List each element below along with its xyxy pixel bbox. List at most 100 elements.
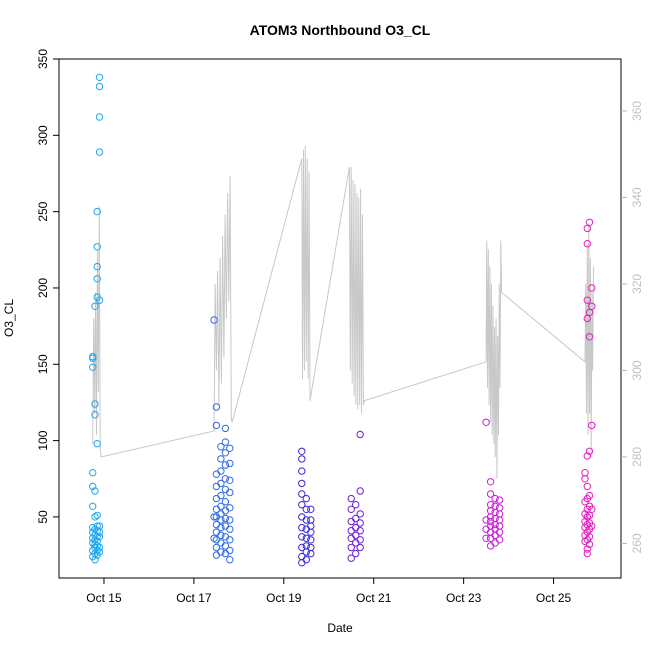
data-point	[298, 513, 306, 521]
data-point	[212, 421, 221, 430]
data-point	[221, 424, 230, 433]
data-point	[226, 516, 234, 524]
data-point	[95, 148, 104, 156]
data-point	[302, 494, 310, 503]
data-point	[583, 482, 591, 491]
data-point	[356, 430, 364, 439]
data-point	[212, 543, 221, 552]
data-point	[226, 525, 234, 533]
data-point	[347, 505, 355, 513]
data-point	[581, 475, 589, 483]
data-point	[221, 461, 230, 469]
y2-tick-label: 360	[630, 101, 644, 121]
data-point	[217, 548, 225, 556]
data-point	[307, 549, 315, 558]
data-point	[89, 469, 97, 477]
data-point	[583, 545, 591, 553]
data-point	[482, 418, 490, 426]
data-point	[221, 498, 230, 506]
data-point	[352, 531, 360, 539]
data-point	[302, 556, 310, 564]
data-point	[217, 502, 225, 510]
data-point	[302, 505, 310, 513]
data-point	[91, 400, 99, 408]
data-point	[352, 501, 360, 509]
data-point	[298, 447, 306, 455]
data-point	[581, 469, 589, 477]
data-point	[585, 533, 594, 541]
data-point	[352, 549, 360, 558]
data-point	[89, 502, 97, 510]
data-point	[356, 519, 364, 527]
axes-layer: Oct 15 Oct 17 Oct 19 Oct 21 Oct 23 Oct 25 50 10…	[36, 49, 644, 605]
data-point	[93, 207, 101, 216]
data-point	[298, 543, 306, 552]
data-point	[95, 82, 104, 91]
data-point	[347, 543, 355, 552]
data-point	[217, 455, 225, 463]
y-tick-label: 350	[36, 49, 50, 69]
data-point	[352, 514, 360, 523]
data-point	[226, 476, 234, 484]
data-point	[95, 548, 104, 556]
data-point	[95, 73, 104, 82]
data-point	[226, 444, 234, 452]
data-point	[583, 549, 591, 558]
data-point	[298, 479, 306, 488]
data-point	[93, 542, 101, 550]
data-point	[585, 308, 594, 317]
data-point	[93, 275, 101, 283]
data-point	[356, 543, 364, 552]
data-point	[588, 284, 596, 292]
data-point	[95, 533, 104, 541]
data-point	[583, 520, 591, 529]
data-point	[212, 494, 221, 503]
data-point	[226, 504, 234, 512]
x-tick-label: Oct 23	[446, 591, 482, 605]
y-axis-label: O3_CL	[2, 299, 16, 337]
data-point	[307, 505, 315, 513]
data-point	[583, 224, 591, 233]
y-tick-label: 100	[36, 430, 50, 450]
data-point	[486, 490, 495, 498]
data-point	[495, 528, 504, 536]
data-point	[482, 534, 490, 542]
data-point	[89, 482, 97, 491]
data-point	[93, 243, 101, 251]
data-point	[298, 559, 306, 567]
data-point	[95, 543, 104, 552]
data-point	[486, 542, 495, 550]
data-point	[95, 113, 104, 121]
data-point	[226, 536, 234, 544]
data-point	[89, 353, 97, 361]
data-point	[221, 542, 230, 550]
data-point	[588, 302, 596, 310]
data-point	[212, 482, 221, 491]
data-point	[221, 438, 230, 446]
data-point	[583, 452, 591, 460]
data-point	[217, 443, 225, 451]
data-point	[585, 511, 594, 520]
y2-tick-label: 340	[630, 187, 644, 207]
x-tick-label: Oct 19	[266, 591, 302, 605]
data-point	[583, 296, 591, 304]
data-point	[212, 403, 221, 411]
data-point	[93, 262, 101, 271]
data-point	[221, 475, 230, 483]
data-point	[217, 479, 225, 488]
data-point	[298, 455, 306, 463]
data-point	[585, 447, 594, 455]
data-point	[217, 539, 225, 547]
y2-tick-label: 280	[630, 447, 644, 467]
data-point	[491, 502, 499, 510]
data-point	[221, 449, 230, 457]
data-point	[217, 523, 225, 532]
data-point	[585, 218, 594, 227]
data-point	[217, 467, 225, 475]
x-tick-label: Oct 21	[356, 591, 392, 605]
data-point	[89, 363, 97, 371]
data-point	[212, 551, 221, 559]
data-point	[298, 467, 306, 475]
data-point	[91, 487, 99, 495]
data-point	[356, 527, 364, 535]
